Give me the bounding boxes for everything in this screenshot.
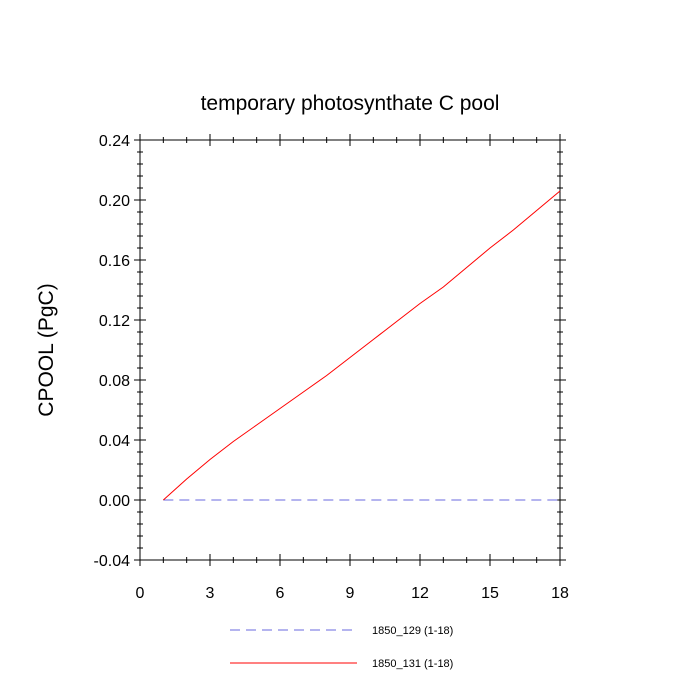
y-tick-label: 0.16 — [99, 253, 130, 270]
x-tick-label: 3 — [206, 585, 215, 602]
x-tick-label: 18 — [551, 585, 569, 602]
y-axis-ticks: -0.04 0.00 0.04 0.08 0.12 0.16 0.20 0.24 — [94, 133, 566, 570]
y-tick-label: 0.04 — [99, 433, 130, 450]
plot-frame — [139, 139, 561, 561]
y-tick-label: -0.04 — [94, 553, 131, 570]
x-tick-label: 15 — [481, 585, 499, 602]
x-tick-label: 6 — [276, 585, 285, 602]
y-tick-label: 0.08 — [99, 373, 130, 390]
y-tick-label: 0.20 — [99, 193, 130, 210]
legend-label-1: 1850_129 (1-18) — [372, 625, 453, 637]
x-tick-label: 12 — [411, 585, 429, 602]
series-line-2 — [162, 190, 561, 501]
y-tick-label: 0.12 — [99, 313, 130, 330]
y-tick-label: 0.24 — [99, 133, 130, 150]
x-tick-label: 0 — [136, 585, 145, 602]
x-tick-label: 9 — [346, 585, 355, 602]
y-tick-label: 0.00 — [99, 493, 130, 510]
chart-title: temporary photosynthate C pool — [201, 92, 500, 115]
legend: 1850_129 (1-18) 1850_131 (1-18) — [230, 625, 453, 670]
y-axis-label: CPOOL (PgC) — [35, 283, 58, 416]
x-axis-ticks: 0 3 6 9 12 15 18 — [136, 134, 569, 602]
series-group — [162, 190, 561, 501]
legend-label-2: 1850_131 (1-18) — [372, 658, 453, 670]
